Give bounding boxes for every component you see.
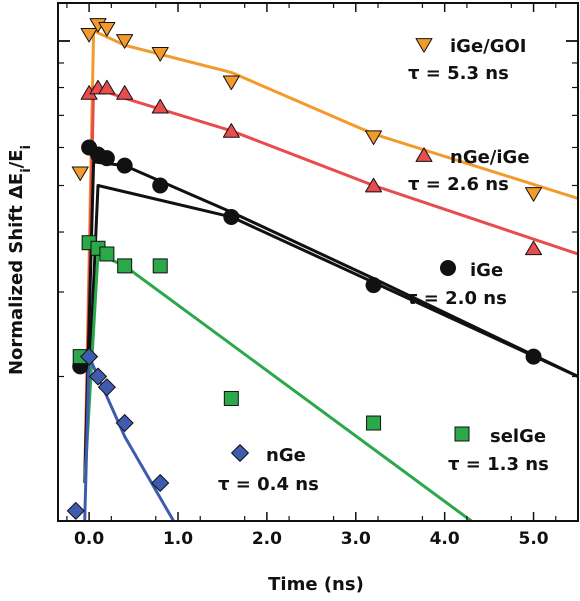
fit-line-ige [83,160,579,484]
point-ige [223,208,240,225]
plot-frame [57,2,579,522]
point-ige-goi [365,130,383,146]
x-axis-title: Time (ns) [268,574,364,595]
point-nge-ige [151,98,169,114]
x-tick-label: 4.0 [430,529,460,549]
point-nge [115,414,134,432]
legend-marker-nge-ige [415,147,433,162]
point-selge [223,390,239,406]
point-ige-goi [151,47,169,62]
legend-marker-ige [440,260,456,276]
point-nge-ige [365,177,383,193]
point-nge-ige [98,79,116,95]
legend-tau-ige: τ = 2.0 ns [406,288,507,309]
point-nge-ige [116,85,134,100]
legend-label-nge: nGe [266,445,306,466]
legend-tau-nge-ige: τ = 2.6 ns [408,174,509,195]
legend-label-selge: selGe [490,426,546,447]
point-selge [99,246,115,262]
point-nge-ige [525,240,543,256]
fit-line-nge [83,355,175,522]
axes-layer: 0.0 1.0 2.0 3.0 4.0 5.0 [57,2,579,549]
x-tick-label: 2.0 [252,529,282,549]
point-ige [365,277,382,294]
legend-layer: iGe/GOI τ = 5.3 ns nGe/iGe τ = 2.6 ns iGe τ =… [218,36,549,495]
point-ige-goi [222,75,240,91]
legend-label-ige: iGe [470,260,503,281]
point-ige [116,157,133,174]
point-ige [98,150,115,167]
point-ige-goi [98,21,116,37]
x-tick-label: 5.0 [518,529,548,549]
fit-line-ige-goi [83,29,579,484]
point-ige-goi [71,166,89,182]
point-ige [525,348,542,365]
point-nge-ige [222,123,240,138]
point-selge [366,415,382,431]
point-selge [152,258,168,274]
legend-tau-selge: τ = 1.3 ns [448,454,549,475]
legend-tau-nge: τ = 0.4 ns [218,474,319,495]
point-nge [151,474,170,492]
point-nge [89,367,107,386]
legend-marker-nge [231,444,249,462]
x-tick-label: 3.0 [341,529,371,549]
point-nge [97,378,116,397]
point-ige-goi [525,187,543,202]
point-nge [66,501,85,520]
point-nge [80,347,99,366]
x-tick-label: 1.0 [163,529,193,549]
point-ige-goi [80,27,98,43]
y-axis-title: Normalized Shift ΔEi/Ei [6,145,34,375]
point-selge [117,258,133,274]
point-ige-goi [116,34,134,49]
legend-marker-ige-goi [415,38,433,53]
legend-tau-ige-goi: τ = 5.3 ns [408,63,509,84]
x-tick-label: 0.0 [74,529,104,549]
legend-label-ige-goi: iGe/GOI [450,36,527,57]
plot-layer [66,18,579,523]
fit-line-ige [83,184,579,484]
legend-marker-selge [454,426,470,442]
legend-label-nge-ige: nGe/iGe [450,147,530,168]
point-ige [152,177,169,194]
